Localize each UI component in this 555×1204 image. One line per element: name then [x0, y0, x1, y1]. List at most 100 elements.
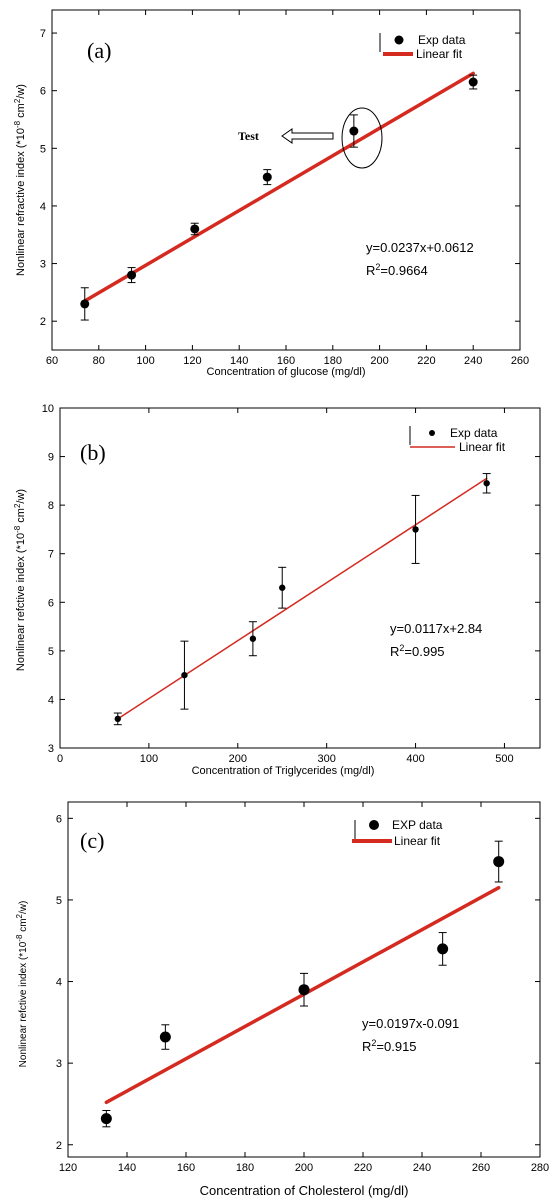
y-tick-label-b-4: 7	[48, 549, 54, 561]
x-tick-label-c-0: 120	[59, 1162, 77, 1174]
y-tick-label-a-1: 3	[40, 259, 46, 271]
data-point-c-3	[437, 943, 449, 955]
points-a	[80, 74, 478, 321]
x-tick-label-a-2: 100	[136, 355, 154, 367]
points-b	[113, 473, 491, 726]
chart-panel-c: 120 140 160 180 200 220 240 260 280 2 3 4 5 6 (c) EXP…	[15, 801, 549, 1198]
data-point-c-1	[159, 1031, 171, 1043]
x-tick-label-a-4: 140	[230, 355, 248, 367]
data-point-a-2	[190, 224, 200, 234]
legend-c: EXP data Linear fit	[352, 818, 443, 848]
x-tick-label-a-9: 240	[464, 355, 482, 367]
x-tick-label-a-7: 200	[370, 355, 388, 367]
x-tick-label-c-3: 180	[236, 1162, 254, 1174]
x-tick-label-c-6: 240	[413, 1162, 431, 1174]
fit-line-segment-c	[104, 885, 501, 1105]
fit-r2-b: R2=0.995	[390, 643, 445, 659]
y-tick-label-b-5: 8	[48, 500, 54, 512]
x-tick-label-c-1: 140	[118, 1162, 136, 1174]
y-tick-label-b-7: 10	[42, 403, 54, 415]
x-tick-label-b-4: 400	[406, 753, 424, 765]
data-point-a-5	[468, 77, 478, 87]
y-axis-label-b: Nonlinear refctive index (*10-8 cm2/w)	[13, 489, 27, 671]
y-tick-label-a-5: 7	[40, 28, 46, 40]
panel-label-c: (c)	[80, 828, 104, 853]
x-tick-label-c-5: 220	[354, 1162, 372, 1174]
legend-label-fit-a: Linear fit	[416, 47, 463, 61]
y-tick-label-b-1: 4	[48, 694, 54, 706]
legend-label-fit-c: Linear fit	[394, 834, 441, 848]
x-tick-label-c-8: 280	[531, 1162, 549, 1174]
y-tick-label-b-3: 6	[48, 597, 54, 609]
legend-label-exp-c: EXP data	[392, 818, 443, 832]
x-tick-label-a-0: 60	[46, 355, 58, 367]
x-tick-label-a-6: 180	[324, 355, 342, 367]
legend-label-exp-a: Exp data	[418, 33, 466, 47]
x-tick-label-b-0: 0	[57, 753, 63, 765]
test-arrow-icon	[281, 128, 334, 144]
x-tick-label-b-1: 100	[140, 753, 158, 765]
test-circle	[341, 107, 383, 169]
x-tick-label-b-3: 300	[317, 753, 335, 765]
x-axis-label-c: Concentration of Cholesterol (mg/dl)	[200, 1183, 409, 1198]
y-tick-label-a-0: 2	[40, 316, 46, 328]
chart-panel-b: 0 100 200 300 400 500 3 4 5 6 7 8 9 10 (b) Exp data L…	[13, 403, 541, 777]
legend-label-exp-b: Exp data	[450, 426, 498, 440]
y-tick-label-b-6: 9	[48, 452, 54, 464]
y-tick-label-b-0: 3	[48, 743, 54, 755]
plot-frame-a	[51, 9, 521, 351]
fit-line-segment-b	[117, 477, 488, 720]
fit-equation-b: y=0.0117x+2.84	[390, 621, 482, 636]
x-axis-label-a: Concentration of glucose (mg/dl)	[207, 366, 366, 378]
fit-equation-a: y=0.0237x+0.0612	[366, 240, 474, 255]
fit-r2-a: R2=0.9664	[366, 262, 428, 278]
ticks-c: 120 140 160 180 200 220 240 260 280 2 3 4 5 6	[56, 802, 549, 1174]
y-tick-label-a-2: 4	[40, 201, 46, 213]
data-point-a-0	[80, 299, 90, 309]
data-point-a-1	[127, 270, 137, 280]
x-tick-label-a-3: 120	[183, 355, 201, 367]
legend-label-fit-b: Linear fit	[459, 440, 506, 454]
ticks-a: 60 80 100 120 140 160 180 200 220 240 260 2 3 4 5 6 7	[40, 10, 529, 367]
data-point-b-0	[114, 715, 121, 723]
y-tick-label-a-3: 5	[40, 143, 46, 155]
legend-a: Exp data Linear fit	[379, 33, 466, 61]
x-tick-label-c-7: 260	[472, 1162, 490, 1174]
data-point-b-5	[483, 480, 490, 487]
x-tick-label-c-2: 160	[177, 1162, 195, 1174]
y-tick-label-c-4: 6	[56, 813, 62, 825]
y-tick-label-b-2: 5	[48, 646, 54, 658]
data-point-c-2	[298, 984, 310, 996]
panel-label-a: (a)	[87, 38, 111, 63]
fit-line-b	[117, 477, 488, 720]
data-point-a-4	[349, 126, 359, 136]
x-tick-label-a-1: 80	[93, 355, 105, 367]
data-point-c-4	[493, 856, 505, 868]
y-tick-label-c-1: 3	[56, 1058, 62, 1070]
y-axis-label-a: Nonlinear refractive index (*10-8 cm2/w)	[13, 84, 27, 276]
y-tick-label-c-3: 5	[56, 895, 62, 907]
chart-panel-a: 60 80 100 120 140 160 180 200 220 240 260 2 3 4 5 6 7 Te…	[13, 9, 529, 378]
data-point-b-1	[181, 671, 188, 679]
data-point-b-2	[249, 635, 257, 642]
data-point-a-3	[262, 172, 272, 182]
legend-b: Exp data Linear fit	[409, 426, 506, 454]
fit-equation-c: y=0.0197x-0.091	[362, 1016, 459, 1031]
y-tick-label-c-2: 4	[56, 977, 62, 989]
fit-r2-c: R2=0.915	[362, 1038, 417, 1054]
x-tick-label-a-10: 260	[511, 355, 529, 367]
fit-line-segment-a	[83, 71, 475, 303]
x-tick-label-b-2: 200	[229, 753, 247, 765]
y-tick-label-a-4: 6	[40, 86, 46, 98]
x-tick-label-a-8: 220	[417, 355, 435, 367]
points-c	[100, 840, 505, 1128]
ticks-b: 0 100 200 300 400 500 3 4 5 6 7 8 9 10	[42, 403, 540, 765]
x-axis-label-b: Concentration of Triglycerides (mg/dl)	[192, 765, 375, 777]
data-point-c-0	[100, 1113, 112, 1125]
data-point-b-4	[412, 526, 419, 533]
data-point-b-3	[279, 584, 286, 591]
legend-marker-exp-b	[429, 430, 435, 436]
plot-frame-b	[59, 407, 541, 749]
test-annotation-label: Test	[238, 129, 259, 143]
y-axis-label-c: Nonlinear refctive index (*10-8 cm2/w)	[15, 901, 29, 1068]
